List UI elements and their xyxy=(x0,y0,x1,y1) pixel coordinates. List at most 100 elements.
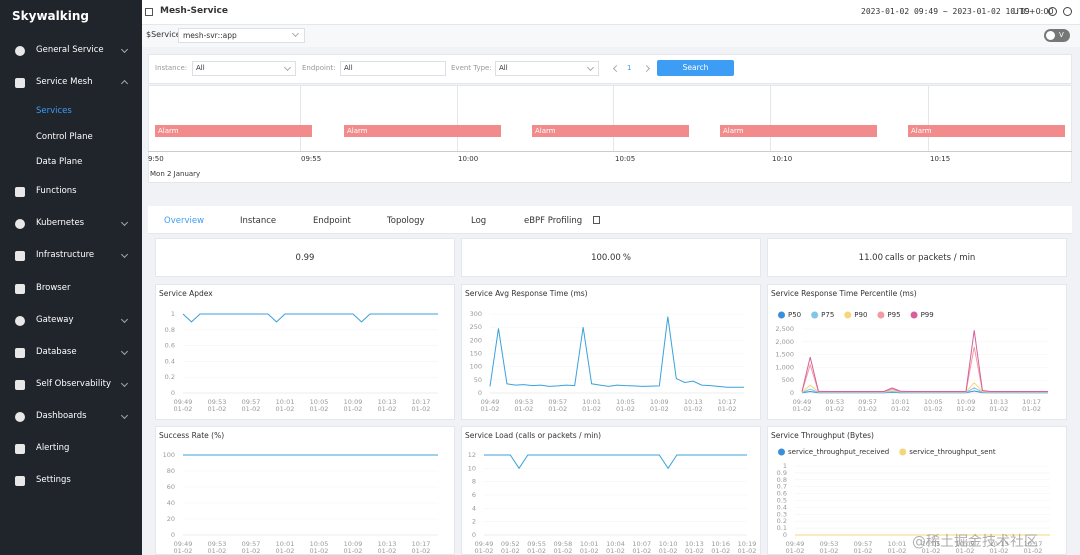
y-tick-label: 0.9 xyxy=(777,469,787,477)
x-tick-date: 01-02 xyxy=(174,405,193,413)
menu-item[interactable]: Alerting xyxy=(36,443,70,453)
legend-label[interactable]: service_throughput_received xyxy=(788,448,889,456)
y-tick-label: 100 xyxy=(470,363,482,371)
event-type-select[interactable] xyxy=(495,61,599,76)
menu-item[interactable]: Database xyxy=(36,347,77,357)
timeline-grid xyxy=(770,86,771,151)
toggle-knob xyxy=(1046,31,1055,40)
search-button[interactable] xyxy=(657,60,734,76)
menu-icon[interactable] xyxy=(145,8,153,16)
y-tick-label: 2,500 xyxy=(775,325,794,333)
filter-label: Instance: xyxy=(155,64,188,72)
x-tick-label: 10:17 xyxy=(412,540,431,548)
legend-marker[interactable] xyxy=(910,311,918,319)
x-tick-date: 01-02 xyxy=(650,405,669,413)
alarm-bar[interactable] xyxy=(532,125,689,137)
timeline-tick: 9:50 xyxy=(148,155,164,163)
x-tick-label: 09:53 xyxy=(514,398,533,406)
legend-marker[interactable] xyxy=(899,448,907,456)
menu-item[interactable]: Self Observability xyxy=(36,379,112,389)
legend-label[interactable]: service_throughput_sent xyxy=(909,448,996,456)
menu-item[interactable]: Settings xyxy=(36,475,71,485)
time-range[interactable]: 2023-01-02 09:49 ~ 2023-01-02 10:19 xyxy=(861,7,1030,16)
menu-item[interactable]: Infrastructure xyxy=(36,250,95,260)
legend-label[interactable]: P50 xyxy=(788,311,801,319)
tab[interactable]: Log xyxy=(471,216,487,226)
tab[interactable]: Topology xyxy=(387,216,425,226)
chart: Service Response Time Percentile (ms) 0 50… xyxy=(767,284,1067,420)
series-line xyxy=(484,454,747,470)
legend-marker[interactable] xyxy=(877,311,885,319)
menu-icon xyxy=(15,412,25,422)
alarm-bar[interactable] xyxy=(720,125,877,137)
menu-item[interactable]: Dashboards xyxy=(36,411,87,421)
alarm-bar[interactable] xyxy=(344,125,501,137)
legend-label[interactable]: P90 xyxy=(854,311,867,319)
alarm-bar[interactable] xyxy=(908,125,1065,137)
x-tick-date: 01-02 xyxy=(501,547,520,555)
submenu-item[interactable]: Data Plane xyxy=(36,157,83,167)
timeline-tick: 09:55 xyxy=(301,155,322,163)
tab[interactable]: Overview xyxy=(164,216,205,226)
chart: Service Throughput (Bytes)00.10.20.30.40… xyxy=(767,426,1067,555)
x-tick-label: 09:57 xyxy=(548,398,567,406)
service-select[interactable] xyxy=(178,28,305,43)
tab[interactable]: eBPF Profiling xyxy=(524,216,583,226)
info-icon[interactable] xyxy=(1063,7,1072,16)
y-tick-label: 60 xyxy=(167,483,175,491)
chart-title: Service Avg Response Time (ms) xyxy=(465,289,588,298)
x-tick-label: 10:13 xyxy=(684,398,703,406)
page-number[interactable]: 1 xyxy=(627,64,632,72)
x-tick-date: 01-02 xyxy=(310,547,329,555)
y-tick-label: 150 xyxy=(470,350,482,358)
refresh-icon[interactable] xyxy=(1048,7,1057,16)
metric-value: 0.99 xyxy=(295,252,315,263)
tab[interactable]: Instance xyxy=(240,216,277,226)
search-label: Search xyxy=(682,63,709,72)
menu-item[interactable]: Browser xyxy=(36,283,71,293)
timeline-tick: 10:05 xyxy=(615,155,636,163)
filter-value: All xyxy=(344,64,353,72)
x-tick-label: 10:01 xyxy=(888,540,907,548)
menu-item[interactable]: General Service xyxy=(36,45,104,55)
tab[interactable]: Endpoint xyxy=(313,216,351,226)
x-tick-label: 10:09 xyxy=(344,540,363,548)
legend-label[interactable]: P99 xyxy=(921,311,934,319)
y-tick-label: 0.6 xyxy=(165,342,175,350)
instance-select[interactable] xyxy=(192,61,296,76)
alarm-label: Alarm xyxy=(535,127,556,135)
x-tick-label: 09:53 xyxy=(208,540,227,548)
x-tick-date: 01-02 xyxy=(242,547,261,555)
alarm-bar[interactable] xyxy=(155,125,312,137)
legend-marker[interactable] xyxy=(844,311,852,319)
legend-marker[interactable] xyxy=(811,311,819,319)
y-tick-label: 300 xyxy=(470,310,482,318)
menu-item[interactable]: Functions xyxy=(36,186,77,196)
submenu-item[interactable]: Services xyxy=(36,106,72,116)
menu-item[interactable]: Service Mesh xyxy=(36,77,93,87)
submenu-item[interactable]: Control Plane xyxy=(36,132,93,142)
legend-label[interactable]: P95 xyxy=(887,311,900,319)
x-tick-date: 01-02 xyxy=(891,405,910,413)
y-tick-label: 2 xyxy=(472,518,476,526)
x-tick-label: 10:13 xyxy=(685,540,704,548)
legend-marker[interactable] xyxy=(778,448,785,456)
endpoint-input[interactable] xyxy=(340,61,446,76)
timeline-grid xyxy=(928,86,929,151)
x-tick-date: 01-02 xyxy=(956,547,975,555)
y-tick-label: 200 xyxy=(470,336,482,344)
y-tick-label: 1 xyxy=(171,310,175,318)
x-tick-label: 10:01 xyxy=(891,398,910,406)
menu-item[interactable]: Gateway xyxy=(36,315,74,325)
copy-icon[interactable] xyxy=(593,216,600,224)
series-line xyxy=(801,330,1048,392)
series-line xyxy=(489,316,744,388)
menu-item[interactable]: Kubernetes xyxy=(36,218,85,228)
logo[interactable]: Skywalking xyxy=(12,9,89,23)
x-tick-label: 09:55 xyxy=(527,540,546,548)
legend-marker[interactable] xyxy=(778,311,785,319)
x-tick-label: 10:10 xyxy=(659,540,678,548)
y-tick-label: 0 xyxy=(171,531,175,539)
x-tick-date: 01-02 xyxy=(580,547,599,555)
legend-label[interactable]: P75 xyxy=(821,311,834,319)
